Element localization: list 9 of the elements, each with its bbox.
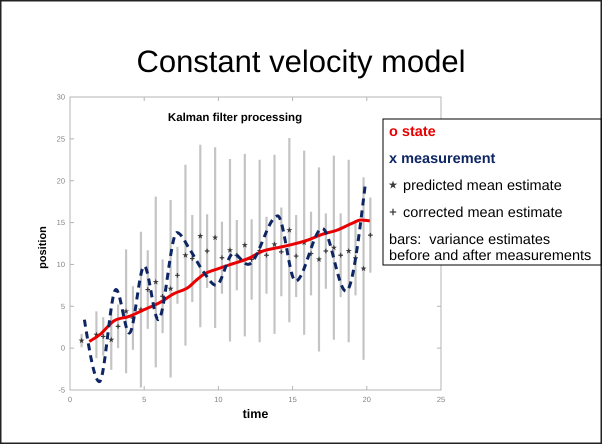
chart-title: Constant velocity model [136, 44, 466, 79]
y-axis-title: position [37, 226, 49, 269]
text: o state [389, 124, 436, 140]
x-axis-title: time [242, 407, 268, 421]
text: Kalman filter processing [168, 112, 302, 124]
legend-label: predicted mean estimate [403, 178, 562, 194]
annotation: bars: variance estimates before and after measurements [389, 232, 592, 264]
legend-label: corrected mean estimate [403, 205, 563, 221]
text: x measurement [389, 151, 496, 167]
